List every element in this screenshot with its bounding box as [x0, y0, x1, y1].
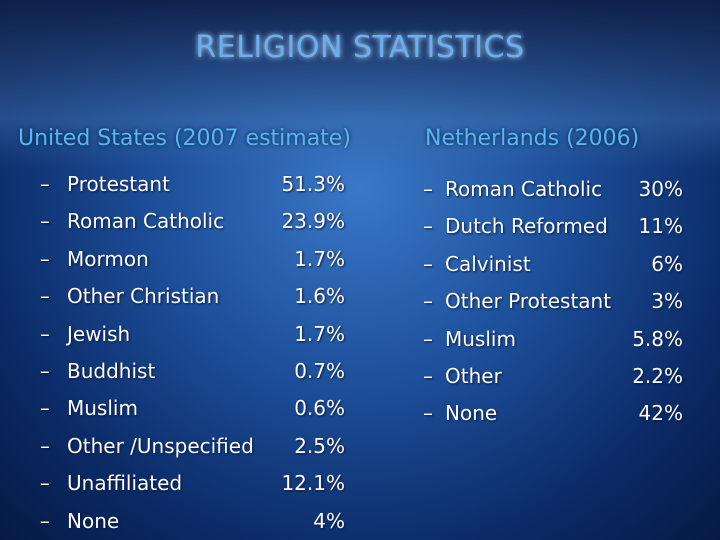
- list-item: – None 4%: [0, 509, 720, 535]
- list-item: – Other Christian 1.6%: [0, 284, 720, 310]
- bullet-dash: –: [40, 433, 50, 458]
- item-value: 1.6%: [294, 284, 345, 309]
- item-label: Other /Unspecified: [67, 433, 254, 458]
- item-label: Dutch Reformed: [445, 214, 608, 239]
- item-value: 0.6%: [294, 396, 345, 421]
- item-value: 0.7%: [294, 359, 345, 383]
- bullet-dash: –: [423, 214, 433, 239]
- item-value: 51.3%: [281, 172, 345, 196]
- bullet-dash: –: [423, 177, 433, 201]
- list-item: – None 42%: [0, 401, 720, 427]
- item-value: 12.1%: [281, 471, 345, 496]
- bullet-dash: –: [423, 251, 433, 276]
- item-label: Calvinist: [445, 251, 531, 276]
- item-value: 30%: [638, 177, 683, 201]
- list-item: – Roman Catholic 23.9%: [0, 209, 720, 235]
- item-value: 1.7%: [294, 321, 345, 346]
- item-value: 2.2%: [632, 364, 683, 388]
- item-label: Buddhist: [67, 359, 156, 383]
- bullet-dash: –: [40, 508, 50, 533]
- list-item: – Muslim 0.6%: [0, 396, 720, 422]
- list-item: – Mormon 1.7%: [0, 247, 720, 273]
- list-item: – Muslim 5.8%: [0, 327, 720, 353]
- item-label: Muslim: [67, 396, 138, 421]
- item-label: Muslim: [445, 326, 516, 351]
- bullet-dash: –: [40, 246, 50, 271]
- list-item: – Jewish 1.7%: [0, 322, 720, 348]
- bullet-dash: –: [423, 364, 433, 388]
- column-heading: Netherlands (2006): [425, 126, 640, 151]
- list-item: – Buddhist 0.7%: [0, 359, 720, 385]
- list-item: – Roman Catholic 30%: [0, 177, 720, 203]
- item-value: 11%: [638, 214, 683, 239]
- item-value: 3%: [651, 289, 683, 314]
- list-item: – Protestant 51.3%: [0, 172, 720, 198]
- item-value: 42%: [638, 401, 683, 426]
- list-item: – Dutch Reformed 11%: [0, 214, 720, 240]
- bullet-dash: –: [40, 284, 50, 309]
- item-value: 23.9%: [281, 209, 345, 234]
- bullet-dash: –: [40, 172, 50, 196]
- bullet-dash: –: [40, 471, 50, 496]
- bullet-dash: –: [40, 396, 50, 421]
- bullet-dash: –: [423, 289, 433, 314]
- item-value: 6%: [651, 251, 683, 276]
- item-label: Mormon: [67, 246, 149, 271]
- list-item: – Unaffiliated 12.1%: [0, 471, 720, 497]
- bullet-dash: –: [40, 359, 50, 383]
- list-item: – Other Protestant 3%: [0, 289, 720, 315]
- item-value: 5.8%: [632, 326, 683, 351]
- item-label: Jewish: [67, 321, 131, 346]
- item-value: 1.7%: [294, 246, 345, 271]
- bullet-dash: –: [423, 326, 433, 351]
- item-value: 2.5%: [294, 433, 345, 458]
- bullet-dash: –: [423, 401, 433, 426]
- item-label: None: [445, 401, 498, 426]
- item-label: None: [67, 508, 120, 533]
- item-label: Unaffiliated: [67, 471, 183, 496]
- list-item: – Other /Unspecified 2.5%: [0, 434, 720, 460]
- item-value: 4%: [313, 508, 345, 533]
- list-item: – Calvinist 6%: [0, 252, 720, 278]
- column-heading: United States (2007 estimate): [18, 126, 351, 151]
- item-label: Protestant: [67, 172, 170, 196]
- item-label: Other: [445, 364, 502, 388]
- item-label: Other Christian: [67, 284, 220, 309]
- background-skyline: [0, 0, 720, 170]
- item-label: Other Protestant: [445, 289, 612, 314]
- bullet-dash: –: [40, 321, 50, 346]
- list-item: – Other 2.2%: [0, 364, 720, 390]
- item-label: Roman Catholic: [67, 209, 225, 234]
- slide-title: RELIGION STATISTICS: [195, 30, 525, 65]
- item-label: Roman Catholic: [445, 177, 603, 201]
- bullet-dash: –: [40, 209, 50, 234]
